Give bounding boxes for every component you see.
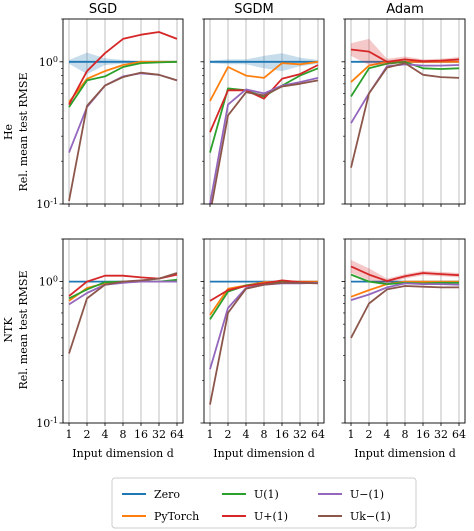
column-title-sgdm: SGDM: [234, 2, 274, 17]
legend-item-U-(1): U−(1): [318, 488, 384, 501]
legend-item-Zero: Zero: [122, 488, 180, 501]
series-line-U+(1): [209, 64, 319, 133]
y-tick-label: 100: [39, 275, 58, 289]
plot-area: [350, 260, 460, 339]
plot-area: [68, 31, 178, 202]
x-tick-label: 32: [434, 428, 448, 441]
legend-item-U+(1): U+(1): [222, 510, 288, 523]
series-line-Uk-(1): [210, 79, 319, 204]
series-band-U+(1): [351, 38, 459, 65]
x-tick-label: 4: [102, 428, 109, 441]
x-tick-label: 8: [120, 428, 127, 441]
series-line-Uk-(1): [350, 62, 460, 168]
series-line-U+(1): [350, 265, 460, 282]
x-tick-label: 8: [402, 428, 409, 441]
series-line-Uk-(1): [68, 71, 178, 202]
x-tick-label: 16: [275, 428, 289, 441]
series-line-U-(1): [350, 282, 460, 301]
panel-he-adam: [341, 18, 466, 207]
x-tick-label: 1: [66, 428, 73, 441]
series-line-Uk-(1): [350, 285, 459, 339]
legend-label: Zero: [154, 488, 180, 501]
y-axis-label-top: Rel. mean test RMSE: [17, 73, 30, 192]
x-tick-label: 2: [366, 428, 373, 441]
column-title-sgd: SGD: [89, 2, 117, 17]
x-tick-label: 16: [134, 428, 148, 441]
x-tick-label: 4: [384, 428, 391, 441]
y-tick-label: 100: [39, 55, 58, 69]
x-axis-label-sgd: Input dimension d: [72, 447, 173, 460]
series-line-Uk-(1): [209, 281, 319, 405]
x-tick-label: 32: [152, 428, 166, 441]
series-line-U(1): [350, 60, 460, 97]
x-tick-label: 64: [170, 428, 184, 441]
x-tick-label: 64: [452, 428, 466, 441]
legend-item-U(1): U(1): [222, 488, 279, 501]
x-axis-label-sgdm: Input dimension d: [213, 447, 314, 460]
x-tick-label: 2: [225, 428, 232, 441]
panel-ntk-adam: 1 2 4 8 16 32 64: [341, 238, 466, 441]
series-line-PyTorch: [350, 280, 459, 298]
legend-label: U+(1): [254, 510, 288, 523]
plot-area: [209, 53, 319, 204]
series-line-U+(1): [68, 31, 178, 106]
x-tick-label: 1: [207, 428, 214, 441]
legend-label: Uk−(1): [350, 510, 391, 523]
legend-label: PyTorch: [154, 510, 199, 523]
x-tick-label: 2: [84, 428, 91, 441]
series-line-U+(1): [350, 48, 460, 63]
panel-ntk-sgdm: 1 2 4 8 16 32 64: [200, 238, 325, 441]
panel-he-sgdm: [200, 18, 325, 207]
plot-area: [209, 279, 319, 405]
legend-item-Uk-(1): Uk−(1): [318, 510, 391, 523]
plot-area: [350, 38, 460, 168]
series-line-U-(1): [209, 77, 319, 204]
x-tick-label: 32: [293, 428, 307, 441]
legend-label: U(1): [254, 488, 279, 501]
x-tick-label: 16: [416, 428, 430, 441]
plot-area: [68, 272, 178, 354]
legend: Zero PyTorch U(1) U+(1) U−(1) Uk−(1): [111, 477, 417, 529]
x-tick-label: 1: [348, 428, 355, 441]
series-line-Uk-(1): [68, 272, 178, 354]
legend-item-PyTorch: PyTorch: [122, 510, 199, 523]
row-label-ntk: NTK: [2, 317, 15, 343]
y-axis-label-bottom: Rel. mean test RMSE: [17, 271, 30, 390]
x-tick-label: 4: [243, 428, 250, 441]
legend-label: U−(1): [350, 488, 384, 501]
y-tick-label: 10-1: [36, 197, 58, 211]
series-line-U(1): [209, 67, 319, 153]
series-line-U(1): [68, 60, 178, 108]
row-label-he: He: [2, 124, 15, 140]
column-title-adam: Adam: [386, 2, 424, 17]
x-axis-label-adam: Input dimension d: [354, 447, 455, 460]
x-tick-label: 64: [311, 428, 325, 441]
panel-ntk-sgd: 1 2 4 8 16 32 64 100 10-1: [36, 238, 184, 441]
panel-he-sgd: 100 10-1: [36, 18, 184, 211]
x-tick-label: 8: [261, 428, 268, 441]
series-line-PyTorch: [209, 60, 319, 102]
series-band-Zero: [69, 52, 177, 75]
y-tick-label: 10-1: [36, 416, 58, 430]
series-line-U-(1): [68, 280, 177, 306]
